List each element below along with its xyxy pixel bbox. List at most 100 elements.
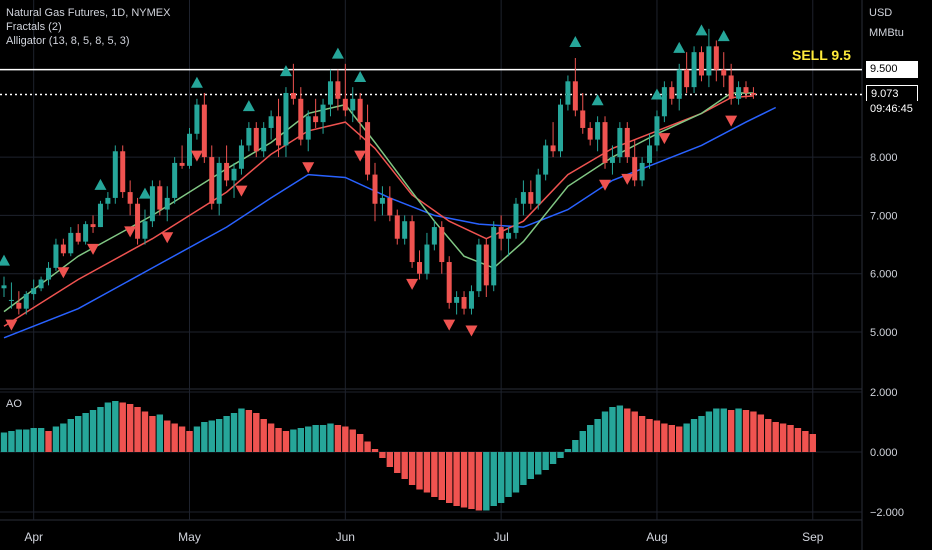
fractal-up-marker bbox=[650, 88, 663, 100]
candle-body bbox=[342, 98, 348, 111]
ao-bar bbox=[431, 452, 438, 497]
candle-body bbox=[379, 197, 385, 204]
ao-bar bbox=[779, 423, 787, 452]
ao-bar bbox=[119, 402, 126, 452]
ao-bar bbox=[75, 416, 82, 452]
ao-bar bbox=[208, 420, 215, 452]
candle-body bbox=[424, 244, 430, 274]
ao-bar bbox=[186, 431, 193, 452]
time-tick-label: Aug bbox=[646, 530, 667, 544]
fractal-down-marker bbox=[621, 173, 634, 185]
ao-bar bbox=[720, 408, 727, 452]
ao-bar bbox=[624, 408, 631, 452]
alligator-teeth-line bbox=[3, 95, 754, 327]
ao-bar bbox=[275, 428, 282, 452]
candle-body bbox=[97, 203, 103, 228]
ao-bar bbox=[542, 452, 549, 470]
candle-body bbox=[520, 192, 526, 204]
candle-body bbox=[446, 262, 452, 303]
ao-bar bbox=[809, 434, 816, 452]
candle-body bbox=[1, 285, 7, 289]
ao-bar bbox=[616, 405, 624, 452]
candle-body bbox=[157, 186, 163, 210]
ao-bar bbox=[676, 426, 683, 452]
ao-bar bbox=[423, 452, 431, 493]
candle-body bbox=[68, 232, 74, 254]
candle-body bbox=[31, 288, 37, 295]
candle-body bbox=[572, 81, 578, 111]
ao-bar bbox=[164, 420, 171, 452]
ao-bar bbox=[512, 452, 520, 493]
candle-body bbox=[535, 174, 541, 204]
time-tick-label: Jun bbox=[336, 530, 355, 544]
candle-body bbox=[647, 145, 653, 163]
ao-bar bbox=[8, 431, 15, 452]
time-tick-label: Apr bbox=[24, 530, 43, 544]
ao-bar bbox=[319, 425, 327, 452]
ao-bar bbox=[787, 425, 794, 452]
candle-body bbox=[713, 46, 719, 70]
axis-unit: MMBtu bbox=[869, 27, 904, 39]
ao-bar bbox=[297, 428, 304, 452]
price-tick-label: 8.000 bbox=[870, 152, 898, 164]
ao-bar bbox=[757, 414, 765, 452]
candle-body bbox=[491, 227, 497, 286]
candle-body bbox=[357, 98, 363, 123]
candle-body bbox=[587, 127, 593, 140]
candle-body bbox=[164, 197, 170, 210]
ao-bar bbox=[364, 441, 371, 452]
ao-bar bbox=[371, 449, 379, 452]
candle-body bbox=[513, 203, 519, 233]
ao-bar bbox=[149, 416, 156, 452]
candle-body bbox=[498, 227, 504, 239]
candle-body bbox=[602, 122, 608, 163]
ao-bar bbox=[401, 452, 408, 479]
candle-body bbox=[365, 122, 371, 175]
fractal-up-marker bbox=[94, 178, 107, 190]
fractal-down-marker bbox=[406, 278, 419, 290]
ao-bar bbox=[141, 411, 149, 452]
candle-body bbox=[231, 168, 237, 181]
ao-bar bbox=[386, 452, 394, 467]
candle-body bbox=[476, 244, 482, 292]
alligator-jaw-line bbox=[3, 106, 777, 339]
ao-bar bbox=[238, 408, 245, 452]
candle-body bbox=[127, 192, 133, 204]
ao-bar bbox=[60, 423, 67, 452]
candle-body bbox=[172, 162, 178, 198]
ao-bar bbox=[349, 429, 356, 452]
sell-annotation: SELL 9.5 bbox=[792, 47, 851, 63]
candle-body bbox=[417, 262, 423, 274]
ao-bar bbox=[126, 404, 134, 452]
ao-bar bbox=[230, 413, 238, 452]
ao-bar bbox=[104, 402, 112, 452]
fractal-up-marker bbox=[279, 65, 292, 77]
ao-tick-label: 2.000 bbox=[870, 387, 898, 399]
ao-bar bbox=[750, 411, 757, 452]
fractal-down-marker bbox=[354, 150, 367, 162]
ao-bar bbox=[460, 452, 468, 508]
ao-bar bbox=[23, 429, 30, 452]
price-tick-label: 6.000 bbox=[870, 269, 898, 281]
fractal-down-marker bbox=[725, 115, 738, 127]
fractal-up-marker bbox=[591, 94, 604, 106]
ao-bar bbox=[0, 432, 8, 452]
ao-bar bbox=[527, 452, 535, 479]
candle-body bbox=[194, 104, 200, 134]
ao-bar bbox=[215, 419, 223, 452]
ao-pane-label: AO bbox=[6, 398, 22, 410]
ao-bar bbox=[490, 452, 497, 506]
candle-body bbox=[90, 224, 96, 228]
candle-body bbox=[721, 69, 727, 76]
ao-bar bbox=[178, 426, 186, 452]
candle-body bbox=[750, 92, 756, 95]
fractal-up-marker bbox=[190, 76, 203, 88]
ao-bar bbox=[253, 413, 260, 452]
ao-bar bbox=[342, 426, 349, 452]
ao-bar bbox=[416, 452, 423, 490]
candle-body bbox=[617, 127, 623, 158]
candle-body bbox=[684, 69, 690, 88]
candle-body bbox=[305, 116, 311, 140]
ao-bar bbox=[327, 423, 334, 452]
